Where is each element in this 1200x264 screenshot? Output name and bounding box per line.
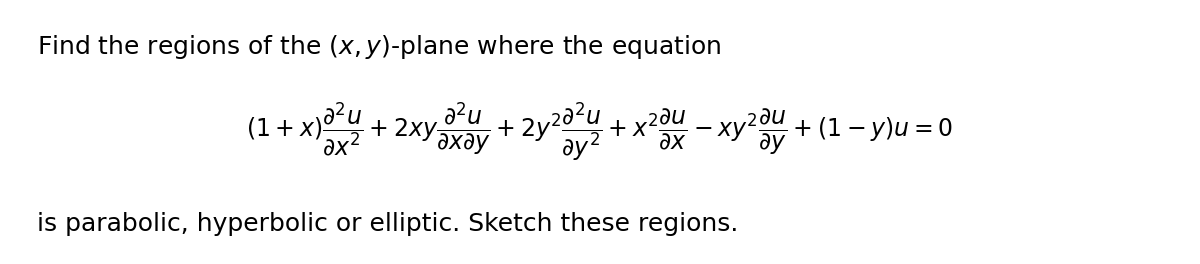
Text: is parabolic, hyperbolic or elliptic. Sketch these regions.: is parabolic, hyperbolic or elliptic. Sk… [37, 213, 739, 237]
Text: $(1+x)\dfrac{\partial^2 u}{\partial x^2} + 2xy\dfrac{\partial^2 u}{\partial x\pa: $(1+x)\dfrac{\partial^2 u}{\partial x^2}… [246, 101, 954, 163]
Text: Find the regions of the $(x, y)$-plane where the equation: Find the regions of the $(x, y)$-plane w… [37, 33, 721, 61]
